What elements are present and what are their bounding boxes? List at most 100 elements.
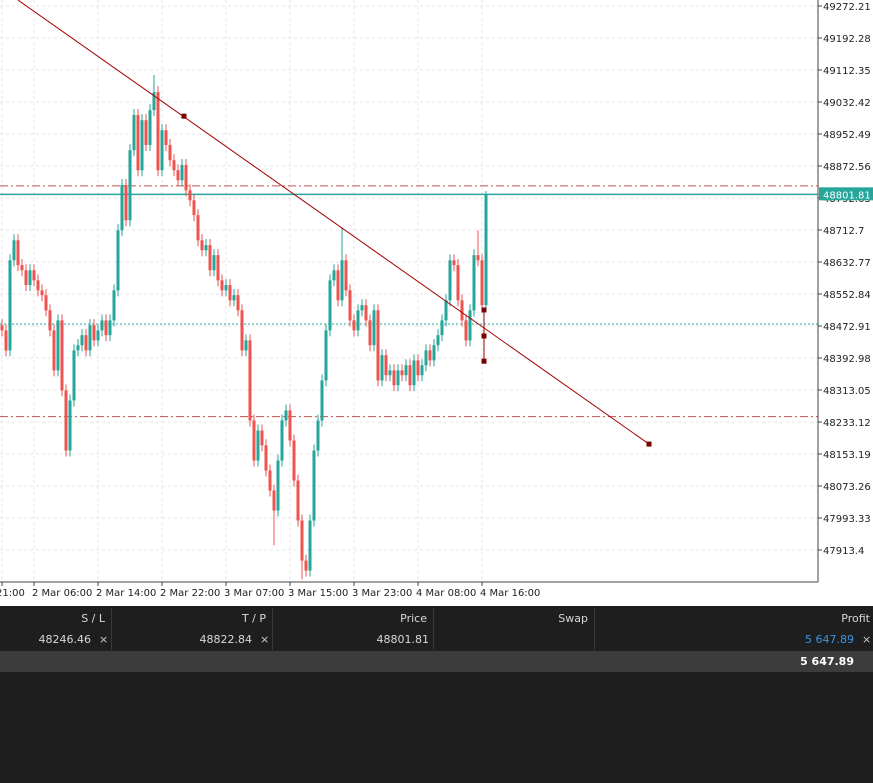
candle-body [400, 370, 404, 376]
trendline [17, 0, 650, 445]
candle-body [92, 325, 96, 341]
y-tick-label: 49112.35 [823, 66, 871, 77]
candle-body [280, 420, 284, 461]
remove-tp[interactable]: × [260, 633, 270, 646]
candle-body [64, 390, 68, 451]
header-cell: T / P [112, 608, 273, 629]
candle-body [344, 260, 348, 291]
candle-body [68, 400, 72, 451]
candle-body [192, 200, 196, 216]
candle-body [244, 340, 248, 351]
candle-body [172, 160, 176, 171]
candle-body [264, 445, 268, 471]
header-cell: Swap [434, 608, 595, 629]
candle-body [236, 295, 240, 311]
candle-body [256, 430, 260, 461]
y-tick-label: 48952.49 [823, 130, 871, 141]
x-tick-label: 3 Mar 07:00 [224, 588, 284, 599]
candle-body [80, 335, 84, 346]
candle-body [316, 420, 320, 451]
candle-body [308, 520, 312, 571]
candle-body [200, 240, 204, 251]
anchor-point [481, 307, 487, 313]
candle-body [300, 520, 304, 561]
candle-body [104, 320, 108, 336]
tp-cell: 48822.84 [112, 629, 273, 650]
candle-body [436, 335, 440, 346]
close-position[interactable]: × [862, 633, 872, 646]
candle-body [416, 360, 420, 376]
candle-body [220, 280, 224, 291]
candle-body [348, 290, 352, 321]
candle-body [196, 215, 200, 241]
candle-body [292, 440, 296, 481]
candle-body [332, 270, 336, 281]
anchor-point [646, 441, 652, 447]
candle-body [304, 560, 308, 571]
candle-body [180, 165, 184, 181]
candle-body [272, 490, 276, 511]
candle-body [380, 355, 384, 381]
candle-body [8, 260, 12, 351]
candle-body [404, 365, 408, 376]
header-cell: Price [273, 608, 434, 629]
candle-body [28, 270, 32, 286]
candle-body [364, 305, 368, 321]
candle-body [152, 92, 156, 111]
plot-area [0, 0, 818, 582]
candle-body [108, 320, 112, 336]
candle-body [132, 114, 136, 151]
price-tag [819, 187, 873, 201]
candle-body [412, 360, 416, 386]
candle-body [352, 320, 356, 331]
candle-body [452, 260, 456, 266]
candle-body [208, 245, 212, 271]
total-row: 5 647.89 [0, 651, 873, 672]
candle-body [4, 330, 8, 351]
candle-body [284, 410, 288, 421]
candle-body [24, 270, 28, 286]
remove-sl[interactable]: × [99, 633, 109, 646]
candle-body [424, 350, 428, 366]
x-tick-label: 3 Mar 23:00 [352, 588, 412, 599]
candle-body [216, 255, 220, 281]
candle-body [340, 260, 344, 301]
candle-body [100, 320, 104, 331]
candle-body [72, 350, 76, 401]
candle-body [120, 185, 124, 231]
candle-body [116, 230, 120, 291]
candle-body [460, 300, 464, 321]
candle-body [224, 285, 228, 291]
candle-body [44, 295, 48, 311]
profit-cell: 5 647.89 [805, 633, 854, 646]
y-tick-label: 47993.33 [823, 514, 871, 525]
candle-body [52, 330, 56, 371]
swap-cell [434, 629, 595, 650]
candle-body [16, 240, 20, 266]
y-tick-label: 48712.7 [823, 226, 864, 237]
candle-body [260, 430, 264, 446]
candle-body [168, 145, 172, 161]
candle-body [388, 370, 392, 376]
anchor-point [481, 333, 487, 339]
candle-body [164, 130, 168, 146]
y-tick-label: 48233.12 [823, 418, 871, 429]
y-tick-label: 48872.56 [823, 162, 871, 173]
position-row[interactable]: 48246.46 × 48822.84 × 48801.81 5 647.89 … [0, 629, 873, 650]
header-row: S / L T / P Price Swap Profit [0, 608, 873, 629]
y-tick-label: 48313.05 [823, 386, 871, 397]
candle-body [336, 270, 340, 301]
candle-body [136, 114, 140, 171]
x-tick-label: 21:00 [0, 588, 25, 599]
candle-body [428, 350, 432, 361]
candle-body [312, 450, 316, 521]
candle-body [420, 365, 424, 376]
y-tick-label: 49272.21 [823, 2, 871, 13]
x-tick-label: 2 Mar 22:00 [160, 588, 220, 599]
candle-body [212, 255, 216, 271]
y-tick-label: 49192.28 [823, 34, 871, 45]
y-tick-label: 49032.42 [823, 98, 871, 109]
candle-body [128, 150, 132, 221]
candle-body [328, 280, 332, 331]
candle-body [372, 310, 376, 346]
